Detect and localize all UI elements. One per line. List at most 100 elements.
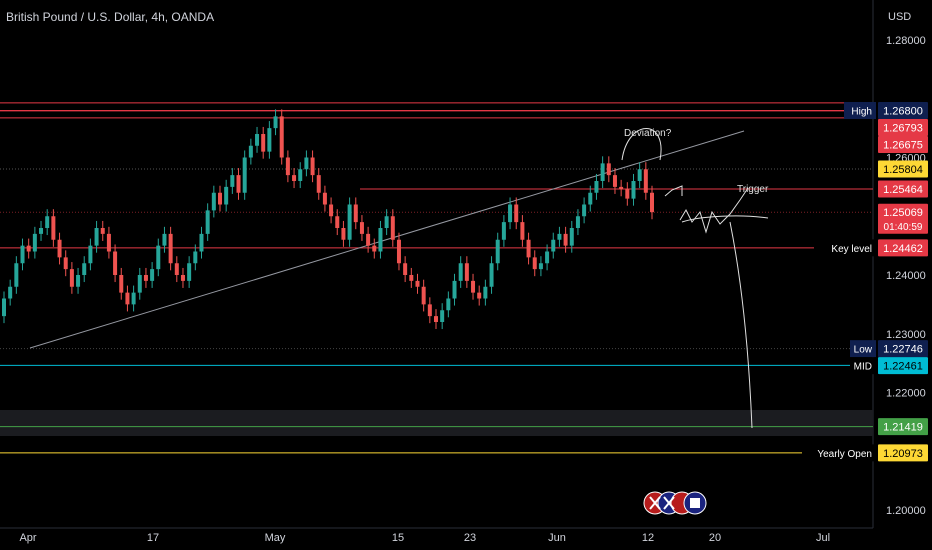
candle-body-65 [403,263,408,275]
candle-body-10 [63,257,68,270]
candle-body-72 [446,298,451,311]
candle-body-83 [514,204,519,223]
candle-body-44 [273,116,278,129]
candle-body-37 [230,175,235,187]
candle-body-28 [174,263,179,275]
candle-body-54 [335,216,340,228]
candle-body-14 [88,245,93,264]
candle-body-1 [8,286,13,299]
x-tick-8: Jul [816,532,830,544]
candle-body-23 [143,275,148,281]
candle-body-70 [434,316,438,322]
candle-body-64 [396,239,401,264]
candle-body-74 [458,263,463,281]
candle-body-57 [353,204,358,223]
candle-body-18 [113,251,118,275]
candle-body-94 [582,204,587,217]
countdown-label: 01:40:59 [884,222,923,233]
level-name-6: Key level [831,244,872,255]
price-label-4: 1.25464 [883,184,923,196]
candle-body-80 [495,239,500,264]
candle-body-4 [26,245,31,252]
support-zone [0,410,873,436]
candle-body-33 [205,210,210,234]
candle-body-43 [267,128,272,152]
flags-icon[interactable] [643,491,707,515]
price-label-5: 1.25069 [883,207,923,219]
candle-body-2 [14,263,19,287]
candle-body-45 [279,116,284,158]
candle-body-84 [520,222,525,240]
candle-body-29 [180,275,185,281]
candle-body-21 [131,292,136,305]
price-label-box-4 [878,180,928,198]
candle-body-95 [588,192,593,205]
x-tick-5: Jun [548,532,566,544]
candle-body-41 [255,134,260,146]
level-name-box-8 [850,357,876,375]
candle-body-55 [341,228,346,240]
candle-body-5 [32,233,37,252]
base-scribble [681,215,769,223]
candle-body-31 [193,251,198,264]
price-label-0: 1.26800 [883,106,923,118]
candle-body-89 [551,239,556,252]
price-label-9: 1.21419 [883,422,923,434]
price-label-box-3 [878,160,928,178]
candle-body-48 [298,169,303,181]
candle-body-93 [575,216,580,228]
candle-body-101 [625,189,630,199]
candle-body-17 [106,233,111,252]
candle-body-76 [471,280,476,293]
rising-trendline [29,130,745,349]
candle-body-35 [218,192,222,205]
price-label-box-6 [878,239,928,257]
candle-body-3 [20,245,25,264]
candle-body-60 [372,245,377,252]
candle-body-53 [329,204,334,217]
candle-body-52 [322,192,327,205]
y-tick-4: 1.22000 [886,388,926,400]
candle-body-24 [150,269,155,281]
trigger-annotation: Trigger [737,184,769,195]
x-tick-2: May [265,532,286,544]
candle-body-77 [477,292,482,299]
candle-body-85 [526,239,531,258]
x-tick-6: 12 [642,532,654,544]
x-tick-4: 23 [464,532,476,544]
candle-body-16 [100,228,105,234]
candle-body-15 [94,228,99,246]
candle-body-8 [51,216,56,240]
candle-body-97 [600,163,605,181]
candle-body-13 [82,263,87,275]
candle-body-38 [236,175,241,193]
hand-drawings [621,128,769,429]
candle-body-81 [501,222,506,240]
level-name-box-0 [844,102,876,119]
currency-label: USD [888,11,911,23]
candle-body-61 [378,228,383,252]
candle-body-82 [508,204,513,223]
candle-body-19 [119,275,124,293]
candle-body-86 [532,257,537,270]
price-label-10: 1.20973 [883,448,923,460]
candle-body-7 [45,216,50,228]
candle-body-71 [440,310,445,322]
price-label-box-5 [878,203,928,234]
candle-body-104 [643,169,648,193]
level-name-10: Yearly Open [817,449,872,460]
candle-body-88 [545,251,550,264]
horizontal-levels [0,102,873,454]
price-label-box-0 [878,102,928,119]
candle-body-90 [557,233,562,240]
candle-body-67 [415,280,420,287]
level-name-box-6 [814,239,876,257]
candle-body-25 [156,245,161,270]
x-tick-0: Apr [19,532,36,544]
candle-body-58 [359,222,364,234]
candle-body-103 [637,169,642,181]
time-axis-ticks: Apr 17 May 15 23 Jun 12 20 Jul [19,532,830,544]
trendline [29,130,745,349]
candle-body-91 [563,233,568,246]
